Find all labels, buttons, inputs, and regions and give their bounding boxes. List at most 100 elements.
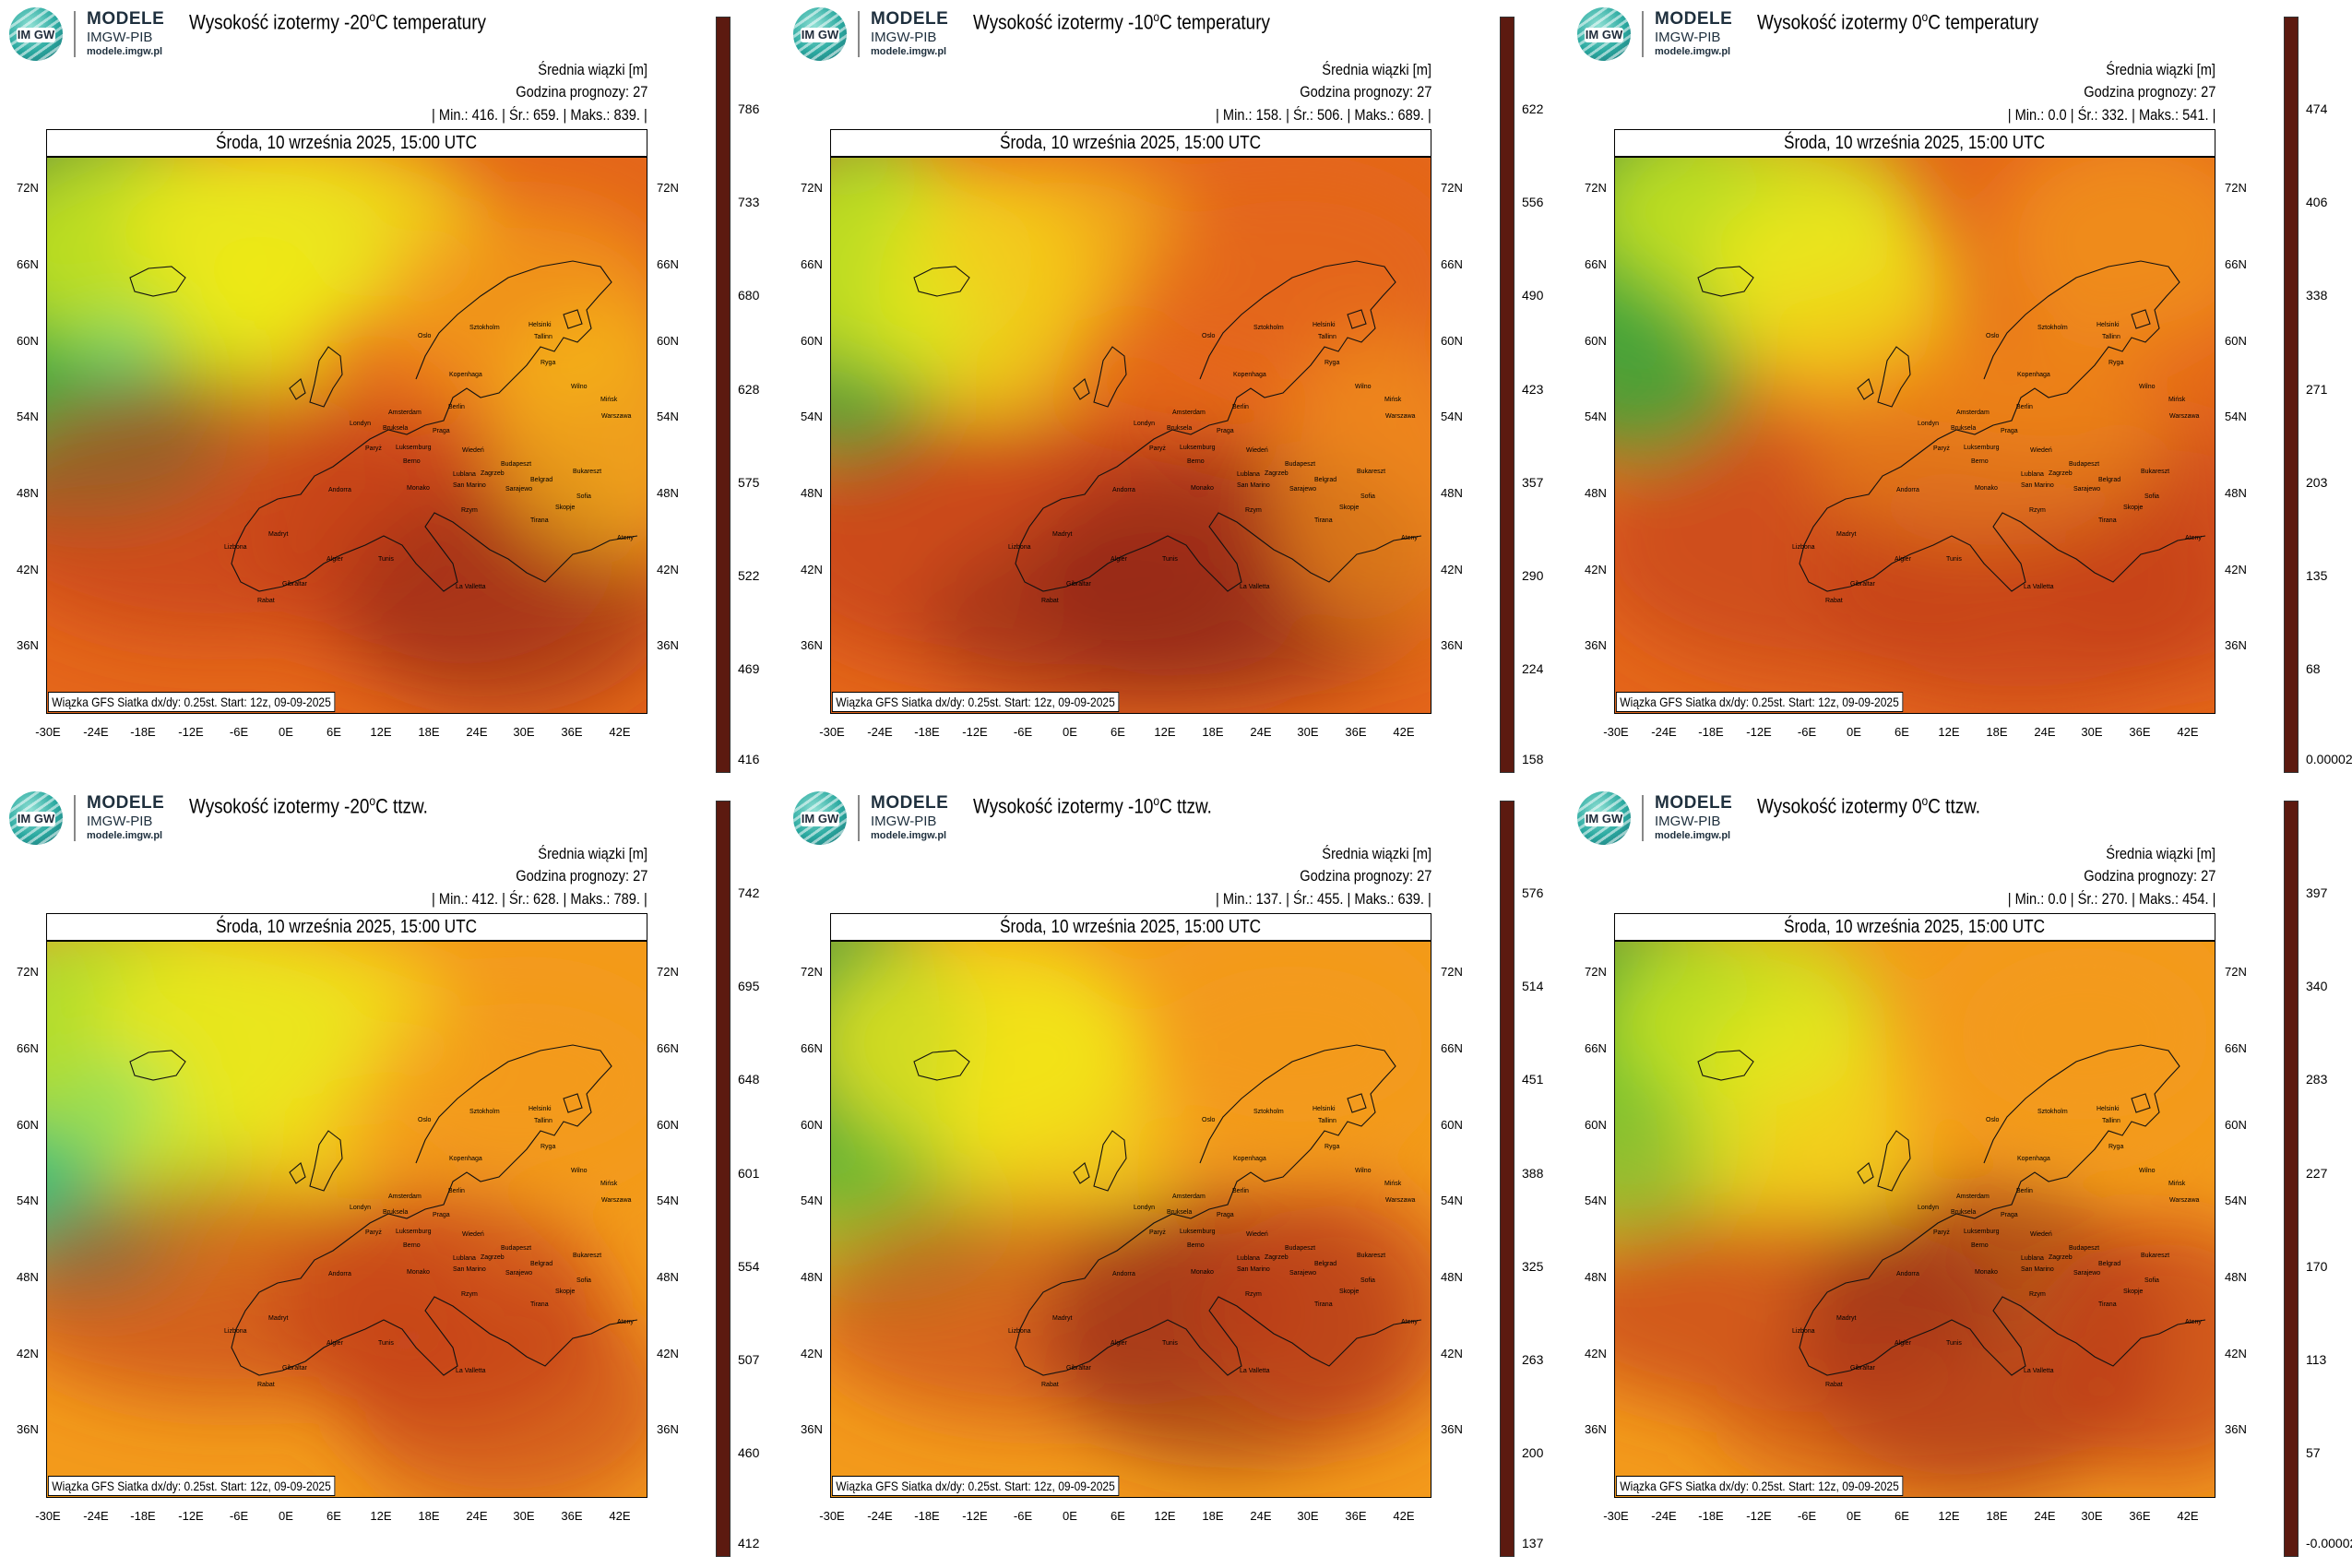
imgw-logo[interactable]: IM GW MODELE IMGW-PIB modele.imgw.pl bbox=[9, 7, 175, 63]
lat-tick-label: 36N bbox=[1441, 638, 1463, 652]
map-area[interactable]: Helsinki Oslo Sztokholm Tallinn Ryga Kopenhag… bbox=[1614, 941, 2215, 1498]
city-label: Wiedeń bbox=[462, 1231, 484, 1238]
average-label: Średnia wiązki [m] bbox=[2106, 61, 2215, 78]
colorbar-tick-label: 507 bbox=[738, 1352, 760, 1367]
colorbar-tick-label: 786 bbox=[738, 101, 760, 116]
logo-subtitle: IMGW-PIB bbox=[1655, 814, 1721, 829]
imgw-logo[interactable]: IM GW MODELE IMGW-PIB modele.imgw.pl bbox=[793, 7, 959, 63]
city-label: Amsterdam bbox=[388, 410, 422, 416]
colorbar-tick-label: 388 bbox=[1522, 1166, 1544, 1181]
city-label: La Valletta bbox=[2024, 584, 2054, 590]
lat-tick-label: 42N bbox=[17, 1347, 39, 1360]
imgw-logo[interactable]: IM GW MODELE IMGW-PIB modele.imgw.pl bbox=[1577, 7, 1743, 63]
city-label: San Marino bbox=[2021, 1266, 2054, 1273]
city-label: Tirana bbox=[1314, 1301, 1333, 1308]
map-panel: IM GW MODELE IMGW-PIB modele.imgw.pl Wys… bbox=[784, 784, 1568, 1568]
logo-subtitle: IMGW-PIB bbox=[871, 814, 937, 829]
city-label: Sztokholm bbox=[1253, 325, 1284, 331]
city-label: Lizbona bbox=[1008, 544, 1031, 551]
city-label: San Marino bbox=[2021, 482, 2054, 489]
map-area[interactable]: Helsinki Oslo Sztokholm Tallinn Ryga Kopenhag… bbox=[1614, 157, 2215, 714]
city-label: Oslo bbox=[1202, 333, 1216, 339]
city-label: La Valletta bbox=[1240, 1368, 1270, 1374]
lon-tick-label: -18E bbox=[1698, 1509, 1724, 1523]
map-area[interactable]: Helsinki Oslo Sztokholm Tallinn Ryga Kopenhag… bbox=[830, 157, 1431, 714]
imgw-logo[interactable]: IM GW MODELE IMGW-PIB modele.imgw.pl bbox=[9, 791, 175, 847]
field-shading bbox=[1615, 158, 2215, 713]
city-label: Gibraltar bbox=[1066, 581, 1092, 588]
lon-tick-label: 42E bbox=[1393, 1509, 1415, 1523]
city-label: Sarajewo bbox=[505, 486, 532, 493]
lat-tick-label: 48N bbox=[657, 486, 679, 500]
city-label: Tirana bbox=[2098, 517, 2117, 524]
colorbar-tick-label: 325 bbox=[1522, 1259, 1544, 1274]
lon-tick-label: 30E bbox=[2081, 725, 2103, 739]
city-label: Tunis bbox=[1162, 556, 1178, 563]
city-label: Amsterdam bbox=[1172, 410, 1206, 416]
lat-tick-label: 54N bbox=[1585, 410, 1607, 423]
city-label: Wiedeń bbox=[1246, 447, 1268, 454]
logo-title: MODELE bbox=[871, 793, 949, 813]
average-label: Średnia wiązki [m] bbox=[538, 845, 647, 862]
colorbar bbox=[1500, 801, 1515, 1557]
city-label: Mińsk bbox=[1384, 397, 1402, 403]
lat-tick-label: 42N bbox=[801, 1347, 823, 1360]
map-area[interactable]: Helsinki Oslo Sztokholm Tallinn Ryga Kopenhag… bbox=[46, 157, 647, 714]
map-date-header: Środa, 10 września 2025, 15:00 UTC bbox=[1614, 913, 2215, 941]
lat-tick-label: 48N bbox=[2225, 486, 2247, 500]
city-label: Algier bbox=[1111, 556, 1128, 563]
city-label: Bruksela bbox=[1951, 1209, 1976, 1216]
city-label: Ateny bbox=[1401, 535, 1418, 541]
lon-tick-label: 6E bbox=[327, 725, 341, 739]
city-label: Praga bbox=[433, 428, 450, 434]
lat-tick-label: 60N bbox=[657, 1118, 679, 1132]
lon-tick-label: 12E bbox=[370, 725, 392, 739]
city-label: Rabat bbox=[1825, 1382, 1843, 1388]
city-label: Zagrzeb bbox=[481, 470, 505, 477]
logo-divider bbox=[858, 795, 860, 841]
city-label: Sofia bbox=[2144, 493, 2159, 500]
city-label: Tunis bbox=[1946, 1340, 1962, 1347]
city-label: Mińsk bbox=[600, 397, 618, 403]
average-label: Średnia wiązki [m] bbox=[538, 61, 647, 78]
city-label: Paryż bbox=[365, 1229, 382, 1236]
lat-tick-label: 66N bbox=[17, 257, 39, 271]
city-label: Monako bbox=[1975, 1269, 1998, 1276]
colorbar-tick-label: 451 bbox=[1522, 1072, 1544, 1087]
map-area[interactable]: Helsinki Oslo Sztokholm Tallinn Ryga Kopenhag… bbox=[830, 941, 1431, 1498]
city-label: Lizbona bbox=[224, 1328, 247, 1335]
city-label: Luksemburg bbox=[1964, 445, 2000, 451]
map-area[interactable]: Helsinki Oslo Sztokholm Tallinn Ryga Kopenhag… bbox=[46, 941, 647, 1498]
lat-tick-label: 54N bbox=[1441, 1194, 1463, 1207]
lon-tick-label: 0E bbox=[1847, 725, 1861, 739]
city-label: Ateny bbox=[2185, 535, 2202, 541]
logo-url: modele.imgw.pl bbox=[87, 46, 163, 57]
panel-title: Wysokość izotermy -20oC temperatury bbox=[189, 9, 486, 34]
average-label: Średnia wiązki [m] bbox=[1322, 845, 1431, 862]
city-label: La Valletta bbox=[456, 1368, 486, 1374]
city-label: Oslo bbox=[418, 1117, 432, 1123]
lon-tick-label: -24E bbox=[83, 1509, 109, 1523]
lon-tick-label: -12E bbox=[178, 725, 204, 739]
imgw-logo[interactable]: IM GW MODELE IMGW-PIB modele.imgw.pl bbox=[1577, 791, 1743, 847]
city-label: Lizbona bbox=[1008, 1328, 1031, 1335]
lon-tick-label: 0E bbox=[279, 725, 293, 739]
lat-tick-label: 72N bbox=[657, 181, 679, 195]
city-label: Warszawa bbox=[1385, 413, 1416, 420]
city-label: Madryt bbox=[268, 531, 288, 538]
city-label: Tunis bbox=[378, 1340, 394, 1347]
lat-tick-label: 72N bbox=[17, 965, 39, 979]
colorbar-tick-label: 340 bbox=[2306, 979, 2328, 993]
city-label: Mińsk bbox=[1384, 1181, 1402, 1187]
lon-tick-label: 0E bbox=[279, 1509, 293, 1523]
colorbar-tick-label: 416 bbox=[738, 752, 760, 766]
city-label: Ateny bbox=[2185, 1319, 2202, 1325]
lat-tick-label: 72N bbox=[2225, 181, 2247, 195]
forecast-hour: Godzina prognozy: 27 bbox=[1299, 83, 1431, 101]
city-label: Algier bbox=[1111, 1340, 1128, 1347]
city-label: Budapeszt bbox=[1285, 1245, 1315, 1252]
imgw-logo[interactable]: IM GW MODELE IMGW-PIB modele.imgw.pl bbox=[793, 791, 959, 847]
lon-tick-label: 24E bbox=[466, 725, 488, 739]
lon-tick-label: 6E bbox=[1895, 725, 1909, 739]
city-label: Lublana bbox=[1237, 1255, 1260, 1262]
